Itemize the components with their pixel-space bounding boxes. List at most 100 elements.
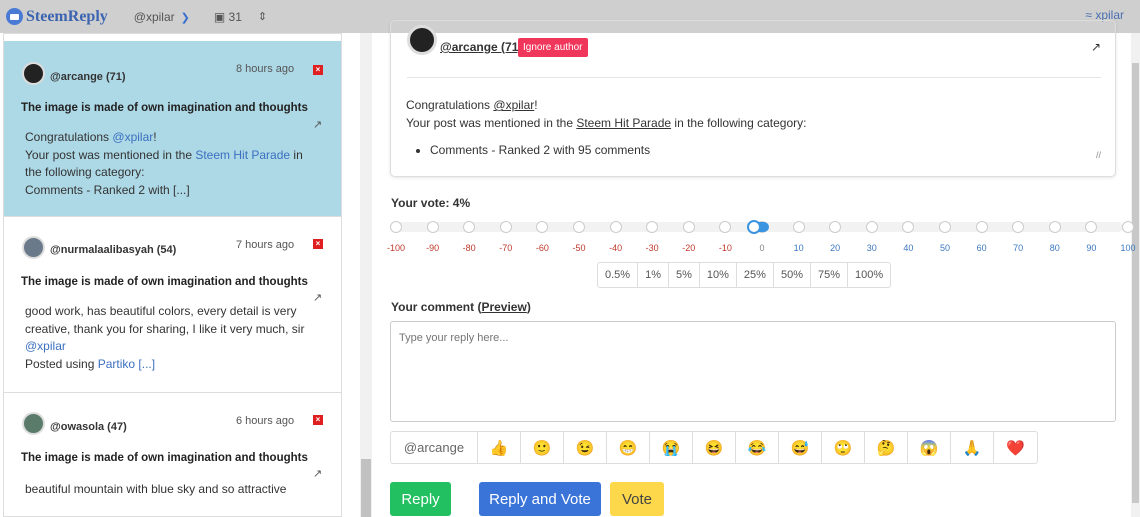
mention-button[interactable]: @arcange [391,432,478,463]
vote-step-dot[interactable] [792,221,805,233]
vote-step-dot[interactable] [609,221,622,233]
vote-preset-button[interactable]: 25% [737,263,774,287]
vote-slider-handle[interactable] [747,220,761,234]
vote-preset-button[interactable]: 50% [774,263,811,287]
vote-preset-button[interactable]: 100% [855,269,884,281]
emoji-button[interactable]: 😁 [607,432,650,463]
inbox-count[interactable]: ▣ 31 [214,10,242,24]
post-author[interactable]: @arcange (71) [440,40,523,54]
emoji-button[interactable]: 🙏 [951,432,994,463]
reply-and-vote-button[interactable]: Reply and Vote [479,482,601,516]
emoji-button[interactable]: 😂 [736,432,779,463]
comment-body: beautiful mountain with blue sky and so … [25,482,287,496]
delete-icon[interactable]: × [313,65,323,75]
delete-icon[interactable]: × [313,415,323,425]
vote-tick-label: -10 [718,243,732,253]
vote-step-dot[interactable] [536,221,549,233]
avatar [22,62,45,85]
vote-step-dot[interactable] [719,221,732,233]
vote-step-dot[interactable] [975,221,988,233]
user-menu[interactable]: ≈ xpilar [1085,8,1124,22]
list-item: Comments - Ranked 2 with 95 comments [430,142,806,160]
vote-preset-button[interactable]: 1% [638,263,669,287]
vote-preset-button[interactable]: 10% [700,263,737,287]
external-link-icon[interactable]: ↗ [313,119,323,131]
top-bar: SteemReply @xpilar ❯ ▣ 31 ⇕ ≈ xpilar [0,0,1140,33]
external-link-icon[interactable]: ↗ [1090,40,1101,54]
external-link-icon[interactable]: ↗ [313,292,323,304]
delete-icon[interactable]: × [313,239,323,249]
vote-slider-fill [757,222,769,232]
selected-post: @arcange (71) Ignore author ↗ Congratula… [390,20,1116,177]
comment-time: 8 hours ago [236,63,295,75]
emoji-button[interactable]: 😅 [779,432,822,463]
vote-step-dot[interactable] [646,221,659,233]
resize-handle-icon[interactable]: // [1095,150,1101,160]
emoji-button[interactable]: 😆 [693,432,736,463]
emoji-button[interactable]: 🤔 [865,432,908,463]
partiko-link[interactable]: Partiko [...] [97,356,156,371]
emoji-button[interactable]: 😱 [908,432,951,463]
vote-tick-label: 70 [1013,243,1024,253]
comment-title[interactable]: The image is made of own imagination and… [21,102,308,114]
emoji-button[interactable]: 👍 [478,432,521,463]
left-scrollbar[interactable] [360,33,372,517]
mention-link[interactable]: @xpilar [493,98,535,112]
comment-author[interactable]: @arcange (71) [50,71,126,83]
mention-link[interactable]: @xpilar [112,130,154,144]
vote-step-dot[interactable] [829,221,842,233]
comment-list: @arcange (71) 8 hours ago × The image is… [3,33,342,517]
emoji-button[interactable]: ❤️ [1006,439,1025,457]
account-selector[interactable]: @xpilar ❯ [134,10,190,24]
vote-preset-button[interactable]: 0.5% [598,263,639,287]
vote-step-dot[interactable] [1122,221,1134,233]
emoji-button[interactable]: 🙂 [521,432,564,463]
emoji-button[interactable]: 😉 [564,432,607,463]
vote-tick-label: 20 [830,243,841,253]
hit-parade-link[interactable]: Steem Hit Parade [195,147,291,162]
vote-tick-label: 100 [1120,243,1136,253]
comment-card[interactable]: @arcange (71) 8 hours ago × The image is… [4,41,341,217]
vote-step-dot[interactable] [1085,221,1098,233]
vote-preset-button[interactable]: 5% [669,263,700,287]
external-link-icon[interactable]: ↗ [313,468,323,480]
comment-author[interactable]: @nurmalaalibasyah (54) [50,244,177,256]
comment-title[interactable]: The image is made of own imagination and… [21,276,308,288]
vote-step-dot[interactable] [463,221,476,233]
mention-link[interactable]: @xpilar [25,339,66,353]
vote-tick-label: -70 [499,243,513,253]
reply-button[interactable]: Reply [390,482,451,516]
right-scrollbar[interactable] [1131,33,1140,517]
vote-tick-label: -60 [535,243,549,253]
app-logo[interactable]: SteemReply [6,8,108,26]
sort-icon[interactable]: ⇕ [257,11,268,23]
vote-step-dot[interactable] [426,221,439,233]
hit-parade-link[interactable]: Steem Hit Parade [576,115,672,130]
comment-author[interactable]: @owasola (47) [50,421,127,433]
vote-preset-button[interactable]: 75% [811,263,849,287]
comment-title[interactable]: The image is made of own imagination and… [21,452,308,464]
ignore-author-button[interactable]: Ignore author [518,38,588,57]
vote-tick-label: 40 [903,243,914,253]
vote-tick-label: 30 [866,243,877,253]
vote-step-dot[interactable] [499,221,512,233]
comment-input[interactable] [390,321,1116,422]
emoji-button[interactable]: 🙄 [822,432,865,463]
comment-card[interactable]: @nurmalaalibasyah (54) 7 hours ago × The… [4,218,341,393]
comment-body: Congratulations @xpilar! Your post was m… [25,130,303,197]
vote-tick-label: 10 [793,243,804,253]
vote-tick-label: -30 [645,243,659,253]
vote-step-dot[interactable] [682,221,695,233]
emoji-button[interactable]: 😭 [650,432,693,463]
vote-step-dot[interactable] [939,221,951,233]
preview-link[interactable]: Preview [481,300,527,314]
vote-step-dot[interactable] [1012,221,1025,233]
vote-label: Your vote: 4% [391,196,471,210]
vote-button[interactable]: Vote [610,482,664,516]
vote-step-dot[interactable] [573,221,585,233]
comment-card[interactable]: @owasola (47) 6 hours ago × The image is… [4,394,341,516]
vote-step-dot[interactable] [902,221,915,233]
vote-step-dot[interactable] [865,221,878,233]
vote-step-dot[interactable] [390,221,402,233]
vote-step-dot[interactable] [1048,221,1061,233]
